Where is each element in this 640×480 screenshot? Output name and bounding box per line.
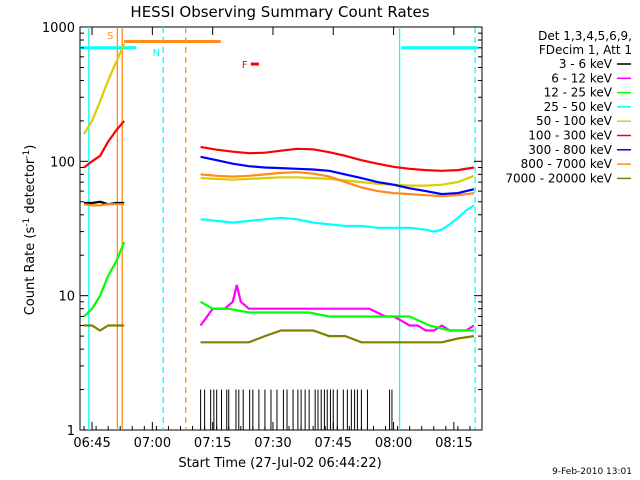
x-axis-label: Start Time (27-Jul-02 06:44:22): [178, 456, 381, 471]
annotation-F: F: [242, 60, 248, 71]
chart-title: HESSI Observing Summary Count Rates: [130, 3, 429, 21]
legend-label-1: 6 - 12 keV: [551, 71, 613, 85]
series-line-3-0: [200, 204, 475, 233]
x-tick-label-4: 07:45: [315, 436, 352, 451]
series-line-8-0: [84, 324, 125, 332]
plot-area: [79, 26, 483, 431]
x-tick-label-3: 07:30: [254, 436, 291, 451]
legend-label-6: 300 - 800 keV: [528, 143, 612, 157]
y-tick-label-2: 100: [50, 155, 75, 170]
series-line-2-1: [200, 300, 474, 332]
series-line-4-1: [200, 174, 475, 187]
legend-label-0: 3 - 6 keV: [559, 57, 613, 71]
footer-date: 9-Feb-2010 13:01: [552, 467, 632, 477]
x-tick-label-2: 07:15: [194, 436, 231, 451]
series-line-1-0: [199, 284, 475, 332]
x-tick-label-6: 08:15: [435, 436, 472, 451]
y-axis-label-mid: detector: [23, 158, 38, 218]
y-axis-label: Count Rate (s-1 detector-1): [22, 145, 38, 316]
x-tick-label-5: 08:00: [375, 436, 412, 451]
series-line-5-1: [200, 145, 475, 172]
y-tick-label-3: 1000: [42, 21, 75, 36]
legend-label-5: 100 - 300 keV: [528, 129, 612, 143]
annotation-S: S: [107, 31, 113, 42]
legend: Det 1,3,4,5,6,9, FDecim 1, Att 1 3 - 6 k…: [505, 29, 632, 185]
axis-ticks: 1 10 100 1000 06:45 07:00 07:15 07:30 07:45 08:00…: [42, 21, 482, 451]
y-tick-label-1: 10: [58, 290, 75, 305]
series-line-4-0: [83, 43, 126, 135]
legend-label-4: 50 - 100 keV: [536, 114, 613, 128]
y-axis-label-sup2: -1: [22, 150, 32, 159]
y-axis-label-main: Count Rate (s: [23, 227, 38, 316]
legend-header-line-1: Det 1,3,4,5,6,9,: [538, 29, 632, 43]
series-line-7-0: [83, 203, 125, 207]
legend-label-2: 12 - 25 keV: [544, 86, 613, 100]
series-line-2-0: [83, 241, 126, 318]
series-line-7-1: [200, 171, 475, 198]
y-tick-label-0: 1: [67, 424, 75, 439]
legend-label-8: 7000 - 20000 keV: [505, 171, 612, 185]
series-layer: S N F: [80, 27, 478, 430]
y-axis-label-end: ): [23, 145, 38, 150]
x-tick-label-1: 07:00: [134, 436, 171, 451]
series-line-5-0: [83, 120, 126, 169]
legend-label-3: 25 - 50 keV: [544, 100, 613, 114]
legend-header-line-2: FDecim 1, Att 1: [539, 43, 632, 57]
x-tick-label-0: 06:45: [73, 436, 110, 451]
annotation-N: N: [153, 48, 160, 59]
legend-label-7: 800 - 7000 keV: [521, 157, 613, 171]
series-line-0-0: [84, 200, 125, 206]
plot-frame: [79, 26, 483, 431]
y-axis-label-sup1: -1: [22, 218, 32, 227]
series-line-8-1: [200, 329, 475, 344]
series-line-6-0: [200, 155, 475, 196]
